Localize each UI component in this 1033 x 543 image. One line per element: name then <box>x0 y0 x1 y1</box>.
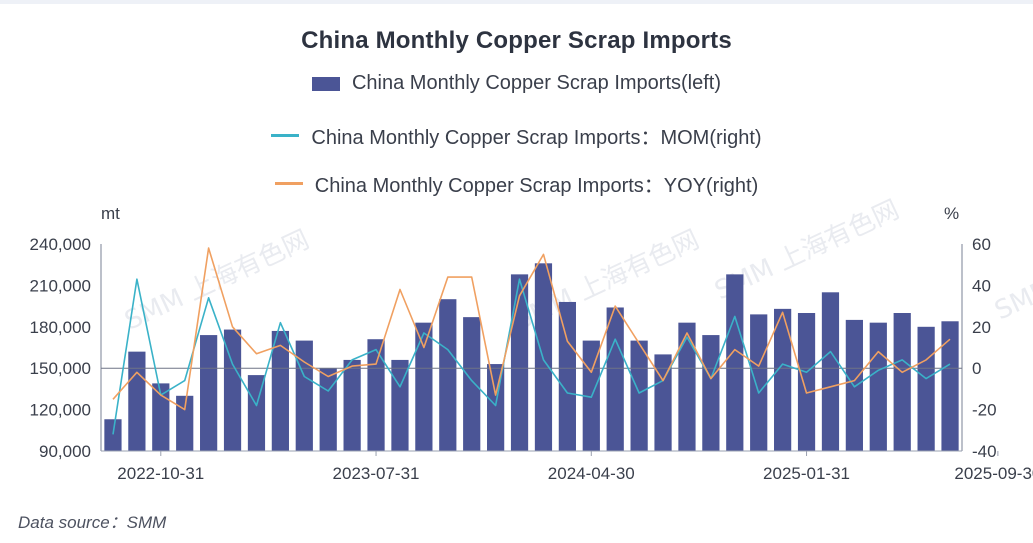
bar <box>797 313 816 451</box>
left-tick-label: 90,000 <box>39 442 91 461</box>
bar <box>678 322 696 451</box>
bar <box>917 326 935 451</box>
x-tick-label: 2023-07-31 <box>333 464 420 483</box>
bar <box>104 419 122 451</box>
bar <box>702 335 720 451</box>
bar <box>319 368 337 451</box>
bar <box>510 274 529 451</box>
line-series <box>112 247 951 435</box>
bar <box>439 299 457 451</box>
legend-label-mom: China Monthly Copper Scrap Imports：MOM(r… <box>311 127 762 149</box>
bar <box>558 301 576 451</box>
bar <box>630 340 648 451</box>
right-tick-label: 0 <box>972 359 981 378</box>
x-tick-label: 2024-04-30 <box>548 464 635 483</box>
legend-yoy-swatch <box>274 182 303 185</box>
bar <box>941 321 959 451</box>
legend-label-yoy: China Monthly Copper Scrap Imports：YOY(r… <box>314 175 759 197</box>
legend-mom-swatch <box>271 134 300 137</box>
bar <box>391 359 409 451</box>
mom-series-line <box>112 278 951 435</box>
legend-label-imports: China Monthly Copper Scrap Imports(left) <box>351 72 722 94</box>
right-tick-label: -40 <box>972 442 997 461</box>
x-tick-label: 2025-09-30 <box>954 464 1033 483</box>
bar <box>774 308 792 451</box>
bar <box>606 307 624 451</box>
right-tick-label: 40 <box>972 276 991 295</box>
x-tick-label: 2022-10-31 <box>117 464 204 483</box>
bar <box>463 317 481 451</box>
axis-layer <box>100 244 963 452</box>
left-tick-label: 120,000 <box>30 401 91 420</box>
right-tick-label: 60 <box>972 235 991 254</box>
x-tick-label: 2025-01-31 <box>763 464 850 483</box>
left-tick-label: 180,000 <box>30 318 91 337</box>
data-source: Data source：SMM <box>18 513 167 532</box>
bar <box>271 330 289 451</box>
bar <box>128 351 146 451</box>
chart-title: China Monthly Copper Scrap Imports <box>301 27 732 54</box>
tick-labels: 90,000 120,000 150,000 180,000 210,000 240,00… <box>30 235 1033 483</box>
left-axis-unit: mt <box>101 204 120 223</box>
bar <box>176 395 194 451</box>
legend-bar-swatch <box>311 76 340 91</box>
bar <box>654 354 672 451</box>
bar <box>415 322 433 451</box>
right-axis-unit: % <box>944 204 960 223</box>
bar <box>821 292 840 451</box>
left-tick-label: 150,000 <box>30 359 91 378</box>
bar <box>200 335 218 451</box>
legend-item-imports[interactable]: China Monthly Copper Scrap Imports(left) <box>0 72 1033 97</box>
bar <box>726 274 744 451</box>
top-border <box>0 0 1033 4</box>
right-tick-label: -20 <box>972 401 997 420</box>
bar <box>869 322 887 451</box>
yoy-series-line <box>112 247 951 411</box>
bar <box>223 329 242 451</box>
bar-series <box>104 263 959 451</box>
left-tick-label: 210,000 <box>30 276 91 295</box>
left-tick-label: 240,000 <box>30 235 91 254</box>
right-tick-label: 20 <box>972 318 991 337</box>
bar <box>750 314 768 451</box>
watermark-text: SMM 上海有色网 <box>990 215 1033 327</box>
bar <box>367 339 385 451</box>
bar <box>247 375 266 451</box>
bar <box>893 313 911 451</box>
bar <box>152 383 170 451</box>
bar <box>343 359 361 451</box>
legend-item-yoy[interactable]: China Monthly Copper Scrap Imports：YOY(r… <box>0 168 1033 198</box>
legend-item-mom[interactable]: China Monthly Copper Scrap Imports：MOM(r… <box>0 120 1033 150</box>
